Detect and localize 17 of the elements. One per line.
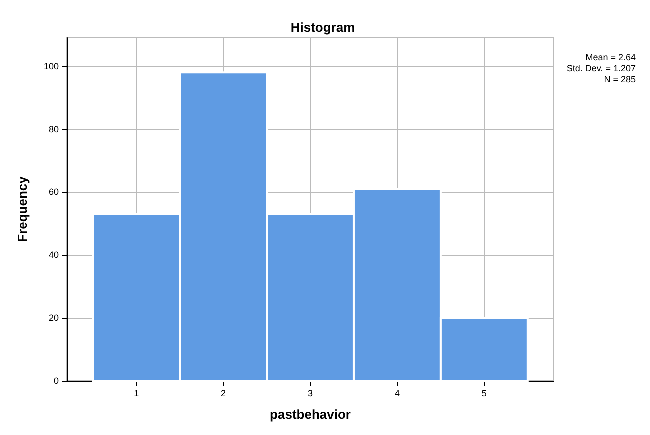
x-tick-label: 4	[394, 388, 400, 398]
x-axis-title: pastbehavior	[270, 407, 351, 422]
text: Std. Dev. = 1.207	[566, 64, 636, 74]
y-tick-label: 20	[48, 313, 59, 324]
y-tick-label: 60	[48, 187, 59, 198]
text: N = 285	[604, 74, 636, 84]
x-tick-label: 3	[308, 388, 314, 398]
x-tick-label: 2	[221, 388, 226, 398]
y-axis-title: Frequency	[15, 176, 30, 242]
x-tick-label: 1	[134, 388, 140, 398]
y-tick-label: 40	[48, 250, 59, 260]
y-tick-label: 100	[44, 61, 59, 72]
y-tick-label: 80	[48, 124, 59, 134]
x-tick-label: 5	[482, 388, 487, 398]
chart-title: Histogram	[290, 20, 356, 35]
text: Mean = 2.64	[586, 52, 636, 62]
y-tick-label: 0	[54, 376, 59, 386]
